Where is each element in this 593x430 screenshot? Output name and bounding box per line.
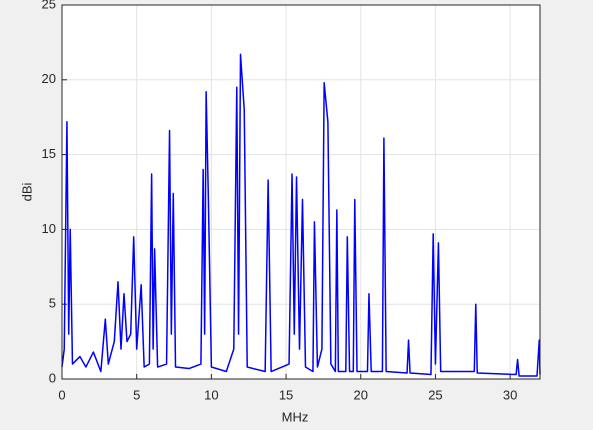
y-axis-label: dBi [19, 182, 34, 201]
y-tick-label: 25 [42, 0, 56, 11]
y-tick-label: 0 [49, 370, 56, 385]
x-tick-label: 5 [133, 387, 140, 402]
y-tick-label: 20 [42, 71, 56, 86]
x-tick-label: 20 [354, 387, 368, 402]
data-line [61, 53, 541, 377]
axes-box [61, 4, 541, 380]
x-tick-label: 25 [428, 387, 442, 402]
plot-area [62, 5, 540, 379]
y-tick-label: 5 [49, 296, 56, 311]
x-tick-label: 0 [58, 387, 65, 402]
x-tick-label: 10 [204, 387, 218, 402]
x-axis-label: MHz [282, 409, 309, 424]
y-tick-label: 15 [42, 146, 56, 161]
y-tick-label: 10 [42, 221, 56, 236]
x-tick-label: 30 [503, 387, 517, 402]
x-tick-label: 15 [279, 387, 293, 402]
